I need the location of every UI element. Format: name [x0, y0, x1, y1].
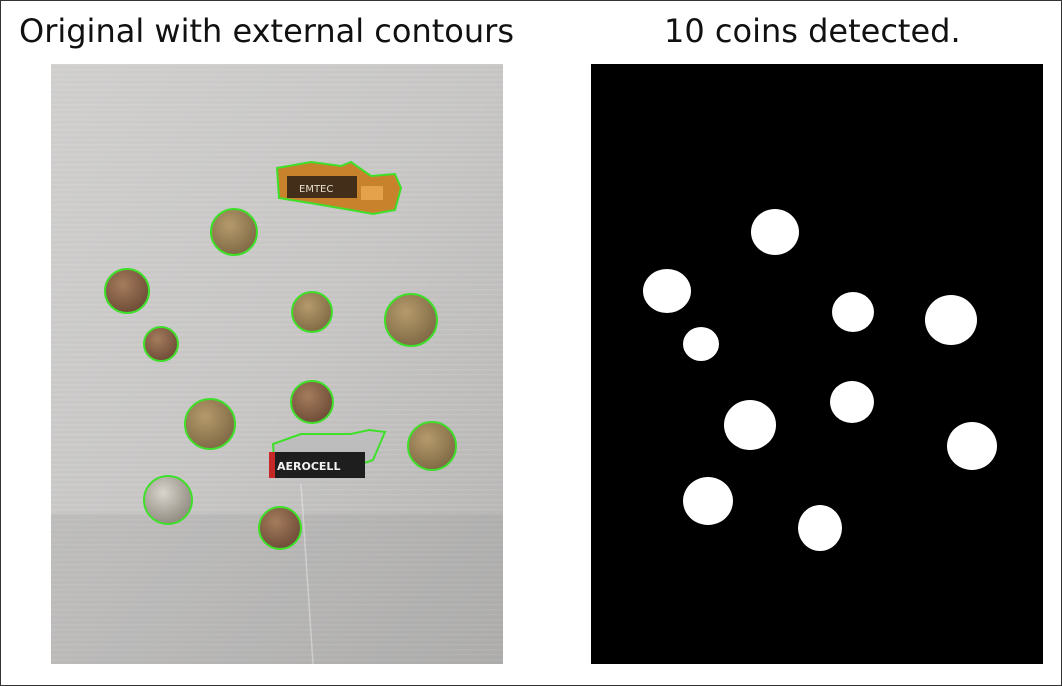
coin-blobs: [643, 209, 997, 551]
original-image-panel: EMTEC AEROCELL: [51, 64, 503, 664]
usb-stick: EMTEC: [275, 160, 403, 216]
right-panel-title: 10 coins detected.: [664, 12, 961, 50]
binary-mask: [591, 64, 1043, 664]
left-panel-title: Original with external contours: [19, 12, 514, 50]
battery-label: AEROCELL: [277, 460, 340, 473]
binary-mask-panel: [591, 64, 1043, 664]
battery: AEROCELL: [269, 428, 387, 478]
original-photo: EMTEC AEROCELL: [51, 64, 503, 664]
coin-contours: [104, 208, 457, 550]
usb-label: EMTEC: [299, 184, 333, 195]
